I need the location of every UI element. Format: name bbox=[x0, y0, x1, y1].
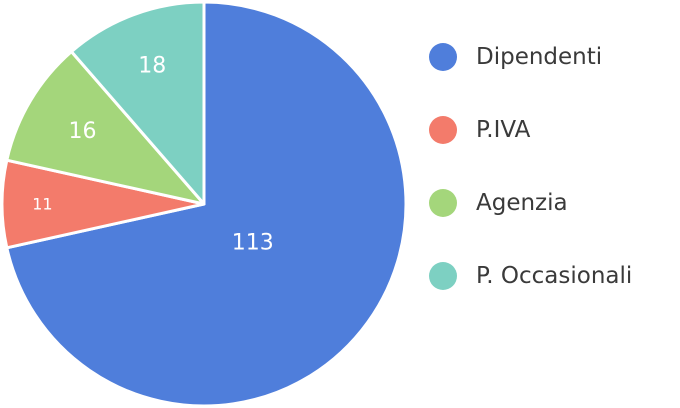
legend-label-dipendenti: Dipendenti bbox=[476, 44, 602, 70]
data-label-dipendenti: 113 bbox=[232, 231, 274, 256]
pie-slices bbox=[0, 0, 408, 408]
data-label-agenzia: 16 bbox=[69, 119, 97, 144]
legend-label-p-occasionali: P. Occasionali bbox=[476, 263, 632, 289]
legend-label-agenzia: Agenzia bbox=[476, 190, 568, 216]
legend: Dipendenti P.IVA Agenzia P. Occasionali bbox=[429, 43, 632, 290]
data-label-p-iva: 11 bbox=[32, 195, 52, 214]
pie-slice-dipendenti bbox=[5, 0, 408, 408]
legend-label-p-iva: P.IVA bbox=[476, 117, 531, 143]
pie-slice-agenzia bbox=[5, 50, 206, 206]
legend-marker-p-occasionali bbox=[429, 262, 457, 290]
data-label-p-occasionali: 18 bbox=[138, 53, 166, 78]
legend-marker-dipendenti bbox=[429, 43, 457, 71]
legend-marker-agenzia bbox=[429, 189, 457, 217]
legend-marker-p-iva bbox=[429, 116, 457, 144]
pie-slice-p-occasionali bbox=[69, 0, 206, 206]
pie-data-labels: 113 11 16 18 bbox=[32, 53, 274, 255]
